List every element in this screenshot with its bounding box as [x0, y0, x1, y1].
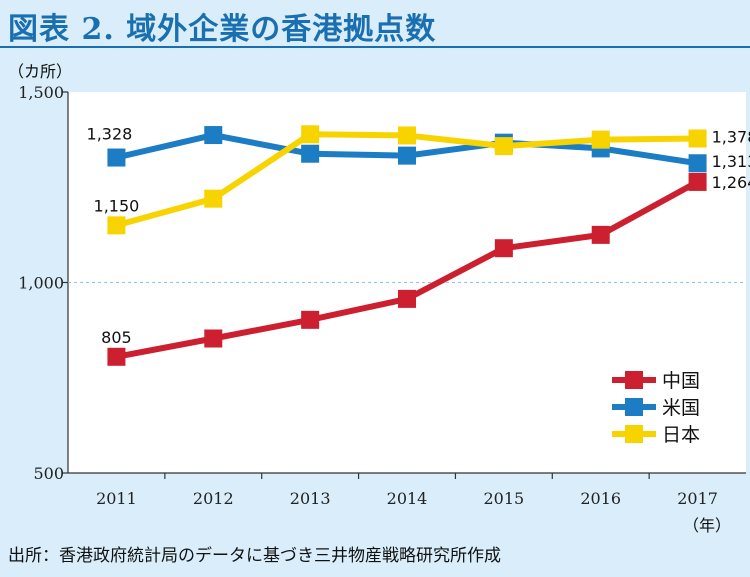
legend-label: 中国 [662, 370, 700, 392]
x-tick-label: 2014 [387, 489, 428, 508]
legend-swatch-marker [625, 371, 643, 389]
series-marker-2 [301, 125, 320, 144]
x-tick-label: 2013 [290, 489, 331, 508]
series-marker-2 [398, 126, 416, 145]
series-line-0 [115, 179, 700, 360]
data-label: 1,264 [712, 173, 750, 192]
legend-swatch-marker [625, 425, 643, 443]
x-tick-label: 2015 [483, 489, 524, 508]
x-axis-unit-label: （年） [683, 516, 732, 535]
x-tick-label: 2016 [580, 489, 621, 508]
series-marker-2 [494, 137, 513, 156]
data-label: 1,378 [712, 127, 750, 146]
y-axis-unit-label: （カ所） [8, 62, 73, 81]
chart-title: 図表 2. 域外企業の香港拠点数 [8, 12, 437, 47]
data-label: 1,313 [712, 152, 750, 171]
x-tick-label: 2017 [677, 489, 718, 508]
series-marker-1 [688, 154, 707, 173]
y-tick-label: 1,500 [18, 83, 64, 102]
series-marker-2 [688, 129, 707, 148]
series-marker-0 [591, 225, 610, 244]
series-marker-2 [591, 130, 610, 149]
data-label: 805 [101, 328, 132, 347]
x-tick-label: 2011 [96, 489, 137, 508]
y-tick-label: 500 [33, 464, 64, 483]
series-marker-1 [204, 126, 223, 145]
series-marker-2 [204, 189, 223, 208]
y-tick-label: 1,000 [18, 274, 64, 293]
data-label: 1,328 [87, 125, 133, 144]
series-marker-2 [107, 216, 126, 235]
series-marker-0 [204, 329, 223, 348]
legend-label: 米国 [662, 397, 700, 419]
legend-swatch-marker [625, 398, 643, 416]
series-marker-1 [107, 148, 126, 167]
title-underline [0, 46, 750, 48]
x-tick-label: 2012 [193, 489, 234, 508]
series-marker-0 [688, 172, 707, 191]
series-marker-1 [301, 144, 320, 163]
series-marker-1 [398, 146, 416, 165]
series-marker-0 [301, 310, 320, 329]
data-label: 1,150 [94, 196, 140, 215]
series-marker-0 [494, 239, 513, 258]
source-note: 出所：香港政府統計局のデータに基づき三井物産戦略研究所作成 [8, 546, 501, 566]
legend-label: 日本 [662, 424, 700, 446]
series-marker-0 [398, 289, 416, 308]
series-marker-0 [107, 347, 126, 366]
